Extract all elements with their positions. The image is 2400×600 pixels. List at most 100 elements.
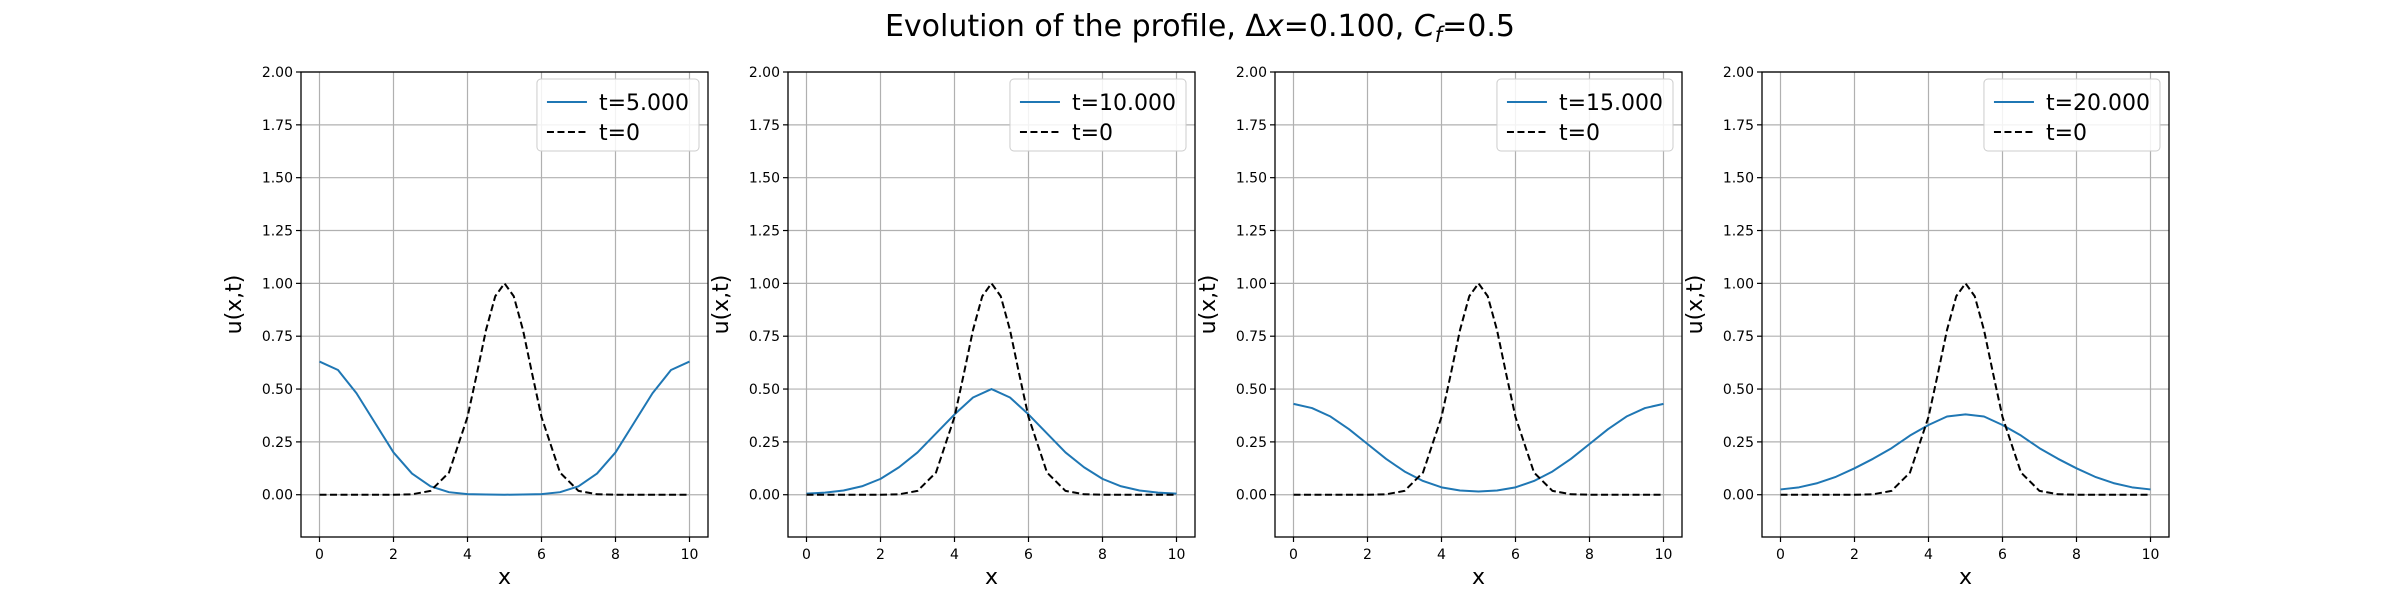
y-tick-label: 1.00 (1236, 276, 1267, 292)
y-tick-label: 0.50 (1723, 382, 1754, 398)
y-tick-label: 1.25 (1723, 224, 1754, 240)
series-line-2 (806, 282, 1177, 496)
y-tick-label: 1.50 (262, 171, 293, 187)
y-tick-label: 0.00 (749, 488, 780, 504)
y-tick-label: 2.00 (262, 65, 293, 81)
x-tick-label: 4 (1437, 547, 1446, 563)
legend: t=10.000 t=0 (1009, 78, 1187, 152)
series-line-2 (1780, 282, 2151, 496)
title-delta: Δ (1245, 9, 1266, 44)
x-tick-label: 4 (1924, 547, 1933, 563)
legend-label: t=20.000 (2046, 91, 2150, 116)
y-tick-label: 0.75 (1236, 329, 1267, 345)
x-axis-label: x (985, 565, 998, 590)
title-cf-value: =0.5 (1442, 9, 1515, 44)
title-cf-var: C (1414, 9, 1435, 44)
x-axis-label: x (1959, 565, 1972, 590)
x-axis-label: x (1472, 565, 1485, 590)
subplot-3: 0 2 4 6 8 10 0.00 0.25 0.50 0.75 1.00 1.25 1.50 1.75 2… (1196, 65, 1683, 590)
y-tick-label: 2.00 (1236, 65, 1267, 81)
x-tick-label: 4 (950, 547, 959, 563)
y-tick-label: 1.00 (749, 276, 780, 292)
x-tick-label: 0 (1289, 547, 1298, 563)
legend-label: t=5.000 (599, 91, 689, 116)
x-tick-label: 0 (315, 547, 324, 563)
y-tick-label: 0.50 (262, 382, 293, 398)
y-tick-label: 0.25 (749, 435, 780, 451)
series-line-1 (319, 360, 690, 496)
axes-frame (787, 71, 1196, 538)
figure-title: Evolution of the profile, Δx=0.100, Cf=0… (885, 9, 1515, 47)
title-dx-value: =0.100, (1284, 9, 1414, 44)
x-tick-label: 8 (1585, 547, 1594, 563)
legend: t=5.000 t=0 (536, 78, 700, 152)
series-line-1 (806, 388, 1177, 495)
y-tick-label: 0.50 (749, 382, 780, 398)
x-tick-label: 2 (389, 547, 398, 563)
y-axis-label: u(x,t) (222, 275, 247, 335)
y-tick-label: 1.75 (1236, 118, 1267, 134)
y-axis-label: u(x,t) (709, 275, 734, 335)
series-line-2 (1293, 282, 1664, 496)
x-tick-label: 0 (802, 547, 811, 563)
y-tick-label: 1.75 (262, 118, 293, 134)
y-tick-label: 0.75 (262, 329, 293, 345)
legend: t=15.000 t=0 (1496, 78, 1674, 152)
subplot-1: 0 2 4 6 8 10 0.00 0.25 0.50 0.75 1.00 1.25 1.50 1.75 2… (222, 65, 709, 590)
subplot-4: 0 2 4 6 8 10 0.00 0.25 0.50 0.75 1.00 1.25 1.50 1.75 2… (1683, 65, 2170, 590)
legend-box (536, 78, 700, 152)
x-tick-label: 8 (2072, 547, 2081, 563)
y-tick-label: 1.50 (749, 171, 780, 187)
legend-label: t=0 (1559, 121, 1600, 146)
legend-label: t=15.000 (1559, 91, 1663, 116)
x-tick-label: 2 (1850, 547, 1859, 563)
y-tick-label: 0.75 (749, 329, 780, 345)
y-tick-label: 2.00 (749, 65, 780, 81)
subplot-grid: 0 2 4 6 8 10 0.00 0.25 0.50 0.75 1.00 1.25 1.50 1.75 2… (222, 65, 2170, 590)
y-tick-label: 2.00 (1723, 65, 1754, 81)
y-tick-label: 0.75 (1723, 329, 1754, 345)
x-tick-label: 10 (1168, 547, 1186, 563)
legend-label: t=0 (2046, 121, 2087, 146)
x-tick-label: 2 (1363, 547, 1372, 563)
y-tick-label: 0.25 (1723, 435, 1754, 451)
y-tick-label: 1.25 (749, 224, 780, 240)
y-tick-label: 0.50 (1236, 382, 1267, 398)
legend-label: t=0 (599, 121, 640, 146)
x-tick-label: 8 (1098, 547, 1107, 563)
y-tick-label: 0.00 (1723, 488, 1754, 504)
y-tick-label: 0.00 (262, 488, 293, 504)
x-tick-label: 6 (1998, 547, 2007, 563)
axes-frame (300, 71, 709, 538)
subplot-2: 0 2 4 6 8 10 0.00 0.25 0.50 0.75 1.00 1.25 1.50 1.75 2… (709, 65, 1196, 590)
axes-frame (1274, 71, 1683, 538)
series-line-2 (319, 282, 690, 496)
y-tick-label: 1.25 (262, 224, 293, 240)
y-tick-label: 1.00 (1723, 276, 1754, 292)
legend-label: t=0 (1072, 121, 1113, 146)
y-tick-label: 1.25 (1236, 224, 1267, 240)
series-line-1 (1780, 413, 2151, 491)
y-tick-label: 1.75 (1723, 118, 1754, 134)
y-tick-label: 1.50 (1236, 171, 1267, 187)
x-tick-label: 10 (1655, 547, 1673, 563)
y-tick-label: 0.25 (262, 435, 293, 451)
y-tick-label: 1.75 (749, 118, 780, 134)
title-dx-var: x (1265, 9, 1284, 44)
y-tick-label: 0.25 (1236, 435, 1267, 451)
axes-frame (1761, 71, 2170, 538)
x-tick-label: 10 (681, 547, 699, 563)
series-line-1 (1293, 402, 1664, 493)
y-tick-label: 1.50 (1723, 171, 1754, 187)
x-tick-label: 6 (537, 547, 546, 563)
y-tick-label: 0.00 (1236, 488, 1267, 504)
y-axis-label: u(x,t) (1683, 275, 1708, 335)
title-cf-sub: f (1435, 23, 1446, 47)
x-tick-label: 6 (1024, 547, 1033, 563)
y-axis-label: u(x,t) (1196, 275, 1221, 335)
title-prefix: Evolution of the profile, (885, 9, 1245, 44)
x-tick-label: 4 (463, 547, 472, 563)
legend-label: t=10.000 (1072, 91, 1176, 116)
x-tick-label: 10 (2142, 547, 2160, 563)
legend: t=20.000 t=0 (1983, 78, 2161, 152)
